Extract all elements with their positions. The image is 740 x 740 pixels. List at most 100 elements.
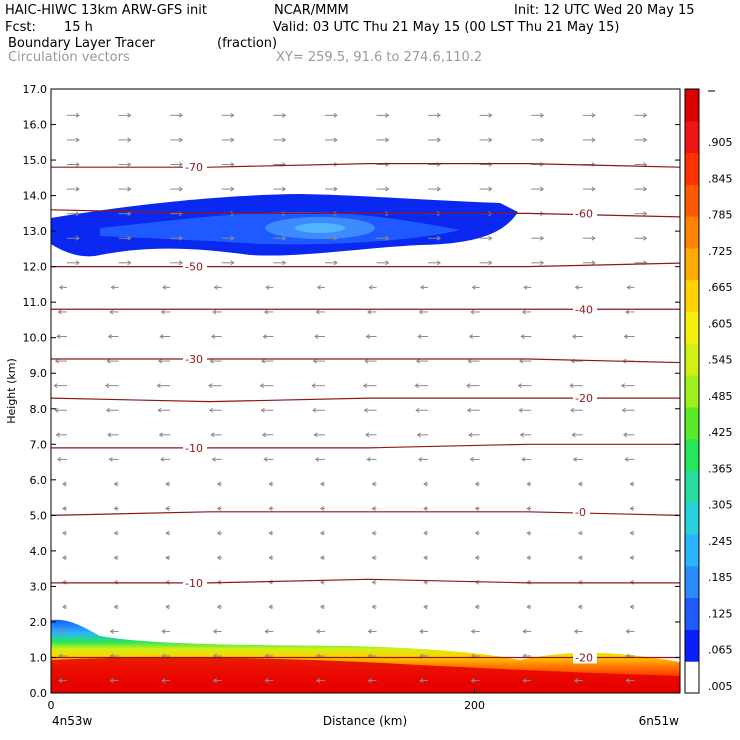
colorbar-swatch [685,502,699,535]
circulation-vector-head [333,137,338,143]
circulation-vector-head [107,432,112,438]
colorbar-label: .605 [708,317,733,330]
circulation-vector-head [539,137,545,143]
circulation-vector-head [474,481,479,487]
circulation-vector-head [162,284,167,290]
circulation-vector-head [178,137,184,143]
circulation-vector-head [320,579,325,585]
circulation-vector-head [159,334,164,339]
circulation-vector-head [526,530,531,536]
circulation-vector-head [626,284,631,290]
circulation-vector-head [629,604,634,610]
circulation-vector-head [212,628,218,634]
colorbar-label: .125 [708,607,733,620]
circulation-vector-head [371,481,376,487]
isotherm-label: -40 [575,303,593,316]
isotherm-label-bg [573,207,597,220]
circulation-vector-head [216,530,222,536]
circulation-vector-head [113,604,118,610]
circulation-vector-head [436,112,441,118]
colorbar-swatch [685,375,699,408]
circulation-vector-head [591,186,596,192]
circulation-vector-head [574,284,579,290]
circulation-vector-head [371,555,376,561]
circulation-vector-head [161,678,166,683]
circulation-vector-head [371,604,376,610]
circulation-vector-head [230,186,235,192]
colorbar-swatch [685,470,699,503]
x-axis-label: Distance (km) [323,714,407,728]
y-tick-label: 16.0 [23,119,48,132]
circulation-vector-head [468,334,474,339]
circulation-vector-head [371,579,376,585]
circulation-vector-head [109,678,114,683]
circulation-vector-head [58,284,64,290]
circulation-vector-head [488,260,493,266]
circulation-vector-head [539,260,545,266]
isotherm-label-bg [573,392,597,405]
vectors-label: Circulation vectors [8,50,130,65]
circulation-vector-head [264,678,269,683]
y-tick-label: 0.0 [30,687,48,700]
circulation-vector-head [56,456,62,462]
colorbar-swatch [685,311,699,344]
circulation-vector-head [577,481,583,487]
circulation-vector-head [415,358,421,364]
circulation-vector-head [333,260,338,266]
circulation-vector-head [572,456,577,462]
circulation-vector-head [216,604,222,610]
circulation-vector-head [165,530,170,536]
isotherm-line [51,443,680,449]
circulation-vector-head [570,407,575,413]
circulation-vector-head [625,678,630,683]
circulation-vector-head [436,260,441,266]
circulation-vector-head [320,555,325,561]
colorbar-swatch [685,152,699,185]
colorbar-frame [684,88,700,694]
circulation-vector-head [474,555,479,561]
circulation-vector-head [385,112,390,118]
circulation-vector-head [109,309,114,315]
circulation-vector-head [436,235,441,241]
circulation-vector-head [113,530,118,536]
y-tick-label: 5.0 [30,509,48,522]
circulation-vector-head [423,481,428,487]
isotherm-label-bg [183,353,207,366]
circulation-vector-head [157,407,162,413]
circulation-vector-head [127,112,132,118]
circulation-vector-head [216,506,222,511]
circulation-vector-head [263,456,268,462]
circulation-vector-head [362,383,368,389]
isotherm-label: -50 [185,261,203,274]
circulation-vector-head [470,678,475,683]
circulation-vector-head [622,432,628,438]
field-units: (fraction) [217,36,278,51]
circulation-vector-head [165,506,170,511]
y-tick-label: 14.0 [23,190,48,203]
circulation-vector-head [320,506,325,511]
circulation-vector-head [312,407,317,413]
circulation-vector-head [367,678,372,683]
circulation-vector-head [178,235,184,241]
circulation-vector-head [414,383,419,389]
circulation-vector-head [573,678,579,683]
circulation-vector-head [212,678,218,683]
field-name: Boundary Layer Tracer [8,36,155,51]
circulation-vector-head [62,481,67,487]
circulation-vector-head [62,604,67,610]
circulation-vector-head [471,284,476,290]
circulation-vector-head [165,555,170,561]
circulation-vector-head [539,235,545,241]
y-tick-label: 13.0 [23,225,48,238]
circulation-vector-head [625,628,630,634]
circulation-vector-head [643,235,648,241]
circulation-vector-head [230,162,235,167]
isotherm-label-bg [573,505,590,518]
circulation-vector-head [423,530,428,536]
circulation-vector-head [263,309,269,315]
circulation-vector-head [526,604,531,610]
circulation-vector-head [230,112,235,118]
circulation-vector-head [210,334,216,339]
colorbar-label: .665 [708,281,733,294]
circulation-vector-head [474,506,479,511]
